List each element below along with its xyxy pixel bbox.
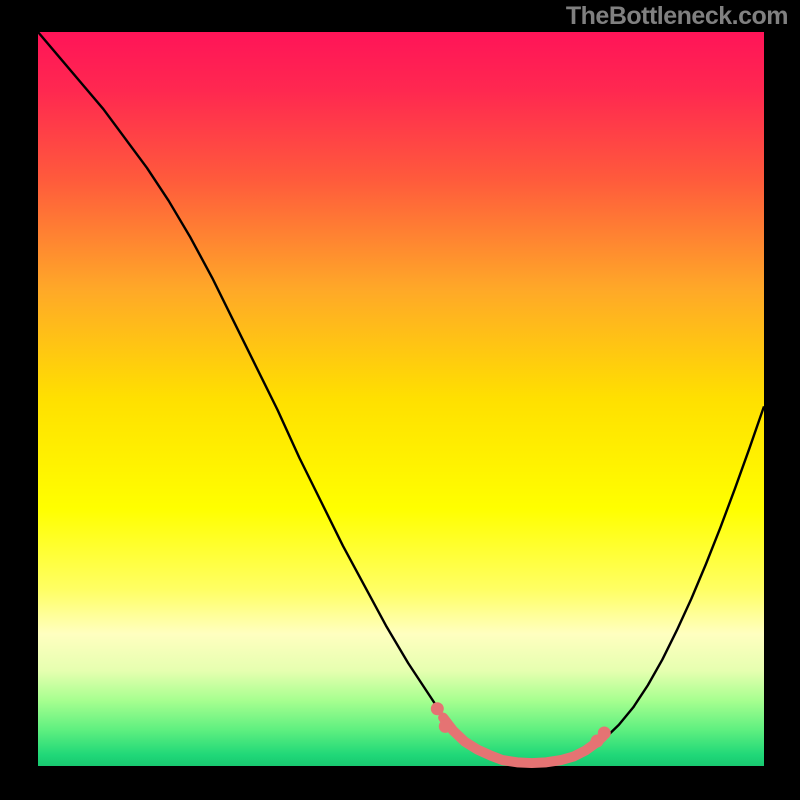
highlight-dot (598, 726, 611, 739)
highlight-dot (431, 702, 444, 715)
plot-background (38, 32, 764, 766)
bottleneck-chart: TheBottleneck.com (0, 0, 800, 800)
watermark-text: TheBottleneck.com (566, 2, 788, 31)
chart-svg (0, 0, 800, 800)
highlight-dot (439, 720, 452, 733)
